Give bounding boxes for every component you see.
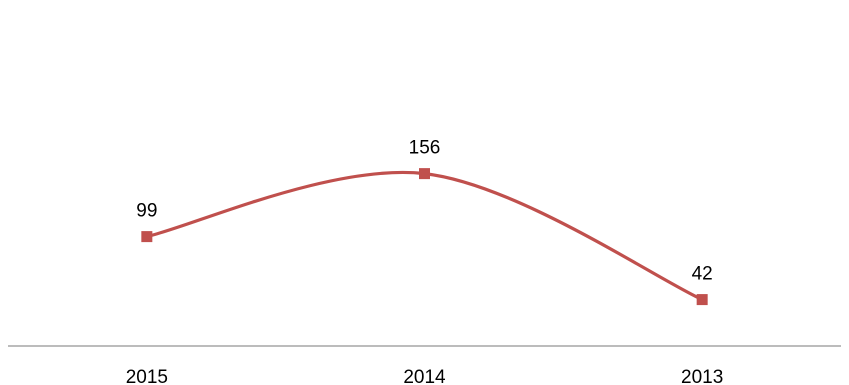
data-labels: 99 156 42	[136, 138, 712, 285]
series-markers	[141, 168, 708, 306]
data-label-2013: 42	[692, 264, 713, 285]
x-tick-label-2015: 2015	[126, 367, 168, 385]
data-point-2015	[141, 231, 153, 243]
series-line	[145, 170, 704, 302]
x-tick-label-2014: 2014	[403, 367, 446, 385]
x-tick-label-2013: 2013	[681, 367, 723, 385]
x-tick-labels: 2015 2014 2013	[126, 367, 724, 385]
data-point-2014	[419, 168, 430, 180]
data-point-2013	[696, 294, 708, 306]
data-label-2014: 156	[409, 138, 441, 159]
data-label-2015: 99	[136, 201, 157, 222]
